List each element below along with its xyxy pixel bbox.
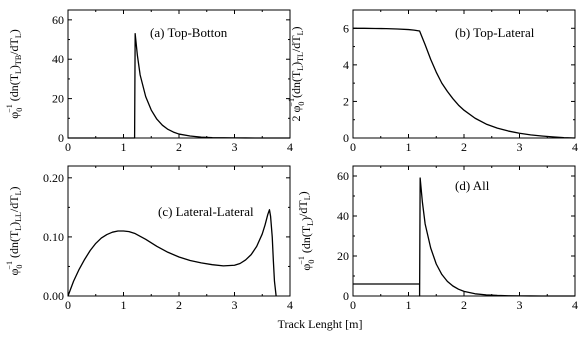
y-axis-label-part: ) (7, 222, 21, 226)
y-axis-label-part: φ (7, 269, 21, 276)
panel-1-series-line (68, 32, 291, 139)
y-axis-label-part: −1 (287, 98, 296, 107)
x-tick-label: 2 (176, 140, 182, 154)
y-axis-label-part: L (296, 30, 305, 35)
y-axis-label-part: ) (7, 186, 21, 190)
y-axis-label-part: ) (289, 26, 303, 30)
x-tick-label: 1 (406, 298, 412, 312)
y-axis-label-part: /dT (289, 35, 303, 52)
x-tick-label: 0 (350, 298, 356, 312)
y-axis-label-part: 0 (15, 265, 24, 269)
y-tick-label: 0 (58, 131, 64, 145)
y-axis-label-part: TB (14, 55, 23, 65)
y-axis-label-part: φ (7, 112, 21, 119)
y-axis-label-part: ) (296, 191, 310, 195)
y-tick-label: 40 (52, 52, 64, 66)
y-axis-label-part: L (14, 190, 23, 195)
y-tick-label: 0 (343, 131, 349, 145)
y-axis-label-part: /dT (7, 195, 21, 212)
y-axis-label-part: (dn(T (7, 230, 21, 261)
x-tick-label: 4 (572, 298, 578, 312)
x-tick-label: 3 (232, 298, 238, 312)
y-axis-label-part: ) (289, 62, 303, 66)
panel-2-series-line (353, 27, 576, 139)
y-axis-label-part: L (14, 33, 23, 38)
y-axis-label-part: φ (299, 264, 313, 271)
panel-4-series-line (353, 177, 576, 297)
y-tick-label: 0.00 (43, 289, 64, 303)
x-tick-label: 1 (121, 298, 127, 312)
x-tick-label: 3 (517, 298, 523, 312)
x-tick-label: 2 (176, 298, 182, 312)
panel-3: 0 1 2 3 40.000.100.20(c) Lateral-Lateralφ0−1… (5, 165, 293, 312)
x-tick-label: 0 (65, 140, 71, 154)
y-axis-label-part: 0 (15, 108, 24, 112)
x-tick-label: 4 (572, 140, 578, 154)
y-axis-label-part: 2 φ (289, 106, 303, 122)
y-axis-label-part: /dT (7, 37, 21, 54)
x-tick-label: 4 (287, 140, 293, 154)
x-tick-label: 1 (121, 140, 127, 154)
y-axis-label-part: L (306, 221, 315, 226)
y-axis-label-part: (dn(T (7, 73, 21, 104)
x-tick-label: 3 (232, 140, 238, 154)
y-axis-label-part: L (296, 66, 305, 71)
panel-3-title: (c) Lateral-Lateral (158, 204, 254, 219)
x-tick-label: 2 (461, 298, 467, 312)
x-tick-label: 3 (517, 140, 523, 154)
panel-4-y-axis-label: φ0−1 (dn(TL)/dTL) (296, 191, 316, 270)
y-axis-label-part: L (14, 226, 23, 231)
y-axis-label-part: 0 (297, 102, 306, 106)
y-tick-label: 4 (343, 58, 349, 72)
y-tick-label: 6 (343, 21, 349, 35)
y-axis-label-part: L (303, 195, 312, 200)
y-axis-label-part: /dT (296, 200, 310, 217)
y-axis-label-part: (dn(T (289, 70, 303, 98)
panel-3-y-axis-label: φ0−1 (dn(TL)LL/dTL) (5, 186, 24, 275)
y-tick-label: 20 (52, 92, 64, 106)
y-tick-label: 0.20 (43, 171, 64, 185)
y-tick-label: 40 (337, 209, 349, 223)
panel-4-title: (d) All (455, 178, 490, 193)
y-axis-label-part: −1 (297, 256, 306, 265)
panel-3-frame (67, 165, 291, 297)
y-axis-label-part: ) (7, 65, 21, 69)
y-axis-label-part: 0 (307, 260, 316, 264)
y-axis-label-part: (dn(T (299, 225, 313, 256)
y-axis-label-part: TL (296, 52, 305, 62)
x-tick-label: 0 (350, 140, 356, 154)
y-axis-label-part: −1 (5, 104, 14, 113)
y-tick-label: 20 (337, 249, 349, 263)
y-tick-label: 0.10 (43, 230, 64, 244)
panel-2-y-axis-label: 2 φ0−1(dn(TL)TL/dTL) (287, 26, 306, 121)
y-tick-label: 2 (343, 94, 349, 108)
x-tick-label: 1 (406, 140, 412, 154)
panel-2-title: (b) Top-Lateral (455, 25, 535, 40)
y-axis-label-part: ) (299, 217, 313, 221)
y-axis-label-part: L (14, 69, 23, 74)
x-tick-label: 2 (461, 140, 467, 154)
panel-3-series-line (67, 209, 277, 297)
x-axis-label: Track Lenght [m] (278, 317, 363, 331)
y-axis-label-part: LL (14, 212, 23, 222)
y-tick-label: 0 (343, 289, 349, 303)
y-axis-label-part: ) (7, 29, 21, 33)
y-tick-label: 60 (337, 169, 349, 183)
x-tick-label: 4 (287, 298, 293, 312)
x-tick-label: 0 (65, 298, 71, 312)
panel-1-title: (a) Top-Botton (150, 25, 228, 40)
y-axis-label-part: −1 (5, 261, 14, 270)
y-tick-label: 60 (52, 13, 64, 27)
panel-1-y-axis-label: φ0−1 (dn(TL)TB/dTL) (5, 29, 24, 118)
